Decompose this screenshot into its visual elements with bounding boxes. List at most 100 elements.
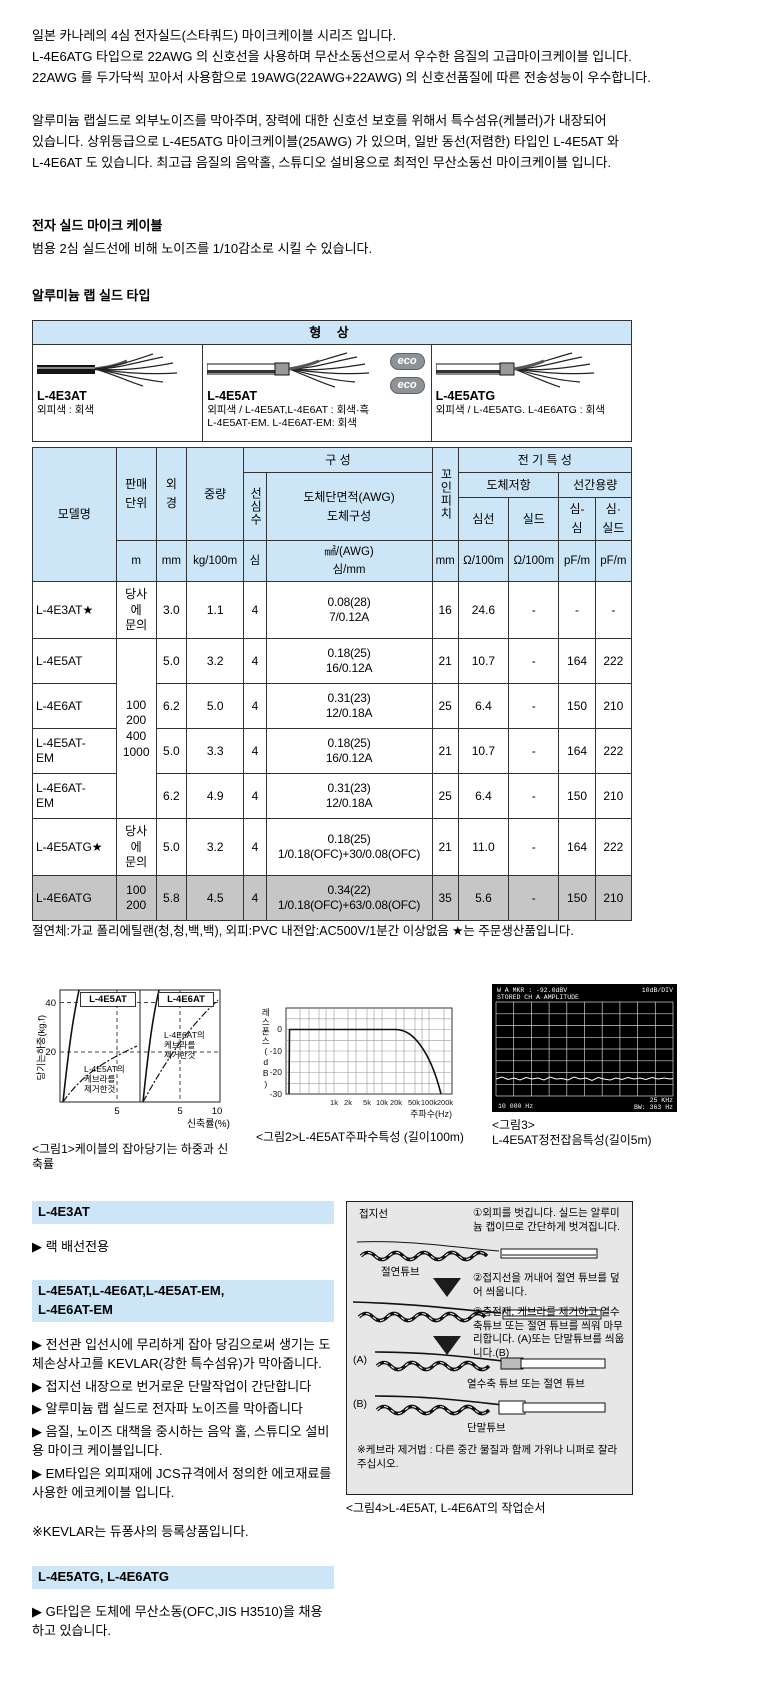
col-header-cap-core-core: 심- 심 xyxy=(558,497,596,542)
spec-row: L-4E5AT 100 200 400 1000 5.0 3.2 4 0.18(25) 1… xyxy=(32,638,633,820)
cell-cores: 4 xyxy=(243,683,267,730)
unit-od: mm xyxy=(155,540,187,583)
cell-cores: 4 xyxy=(243,581,267,640)
figure-1-ytick-20: 20 xyxy=(45,1046,56,1058)
figure-2-chart: 0 -10 -20 -30 1k 2k 5k 10k 20k 50k 100k … xyxy=(270,1007,454,1119)
down-arrow-icon xyxy=(433,1277,461,1297)
figure-2-xtick-200k: 200k xyxy=(437,1098,454,1107)
variant-a-desc-label: 열수축 튜브 또는 절연 튜브 xyxy=(467,1377,585,1390)
cell-cap-core-core: 164 xyxy=(558,728,596,775)
cell-resistance-shield: - xyxy=(508,581,560,640)
heading-electronic-shield: 전자 실드 마이크 케이블 xyxy=(32,218,163,234)
cell-conductor: 0.31(23) 12/0.18A xyxy=(265,773,433,820)
cable-variant-b-illustration xyxy=(374,1395,606,1416)
scope-span-readout: 25 KHz xyxy=(650,1097,674,1104)
scope-frequency-readout: 10 000 Hz xyxy=(498,1103,533,1110)
cell-resistance-core: 10.7 xyxy=(457,638,510,685)
product-section: L-4E5ATG, L-4E6ATG ▶ G타입은 도체에 무산소동(OFC,JI… xyxy=(32,1565,334,1641)
figure-2-xtick-50k: 50k xyxy=(408,1098,420,1107)
figure-1-plot: 당기는하중(kg.f) 40 20 L-4E5AT L-4E6AT L-4E5A… xyxy=(32,984,232,1136)
group-header-composition: 구 성 xyxy=(243,447,433,474)
product-sections-column: L-4E3AT ▶ 랙 배선전용 L-4E5AT,L-4E6AT,L-4E5AT-E… xyxy=(32,1200,334,1665)
figure-1-caption: <그림1>케이블의 잡아당기는 하중과 신축률 xyxy=(32,1141,229,1172)
feature-bullet: ▶ G타입은 도체에 무산소동(OFC,JIS H3510)을 채용하고 있습니… xyxy=(32,1603,323,1639)
cable-color-caption: 외피색 : 회색 xyxy=(37,403,95,416)
cable-illustration-l4e5at xyxy=(207,352,370,389)
col-header-resistance-core: 심선 xyxy=(457,497,510,542)
feature-bullet: ▶ 랙 배선전용 xyxy=(32,1238,110,1254)
cell-sales-unit: 당사 에 문의 xyxy=(115,581,157,640)
cell-resistance-shield: - xyxy=(508,875,560,922)
group-header-capacitance: 선간용량 xyxy=(558,472,632,499)
cable-illustration-l4e3at xyxy=(37,353,178,388)
figure-3-static-noise: W A MKR : -92.0dBV 10dB/DIV STORED CH A … xyxy=(492,983,687,1149)
spec-table-footnote: 절연체:가교 폴리에틸랜(청,청,백,백), 외피:PVC 내전압:AC500V… xyxy=(32,924,574,939)
cell-resistance-core: 6.4 xyxy=(457,683,510,730)
col-header-sales-unit: 판매 단위 xyxy=(115,447,157,542)
cell-resistance-core: 11.0 xyxy=(457,818,510,877)
figure-3-scope-screen: W A MKR : -92.0dBV 10dB/DIV STORED CH A … xyxy=(492,983,677,1112)
figure-2-frequency-response: 0 -10 -20 -30 1k 2k 5k 10k 20k 50k 100k … xyxy=(256,994,468,1146)
cable-variant-a-illustration xyxy=(374,1351,606,1372)
spec-row: L-4E6ATG 100 200 5.8 4.5 4 0.34(22) 1/0.18(OF… xyxy=(32,875,633,922)
cell-od: 5.0 xyxy=(155,728,187,775)
figures-row: 당기는하중(kg.f) 40 20 L-4E5AT L-4E6AT L-4E5A… xyxy=(32,983,757,1173)
cell-cap-core-shield: 222 xyxy=(594,728,633,775)
cell-pitch: 25 xyxy=(431,773,459,820)
cell-weight: 5.0 xyxy=(185,683,245,730)
cell-weight: 4.5 xyxy=(185,875,245,922)
figure-1-load-elongation: 당기는하중(kg.f) 40 20 L-4E5AT L-4E6AT L-4E5A… xyxy=(32,984,232,1173)
cell-cores: 4 xyxy=(243,818,267,877)
cell-model: L-4E5AT xyxy=(32,638,117,685)
cell-cap-core-shield: 210 xyxy=(594,683,633,730)
figure-2-ylabel: 레스폰스(dB) xyxy=(260,1007,271,1090)
cell-cap-core-core: 164 xyxy=(558,638,596,685)
cell-od: 6.2 xyxy=(155,773,187,820)
cell-model: L-4E6AT xyxy=(32,683,117,730)
figure-2-plot: 0 -10 -20 -30 1k 2k 5k 10k 20k 50k 100k … xyxy=(256,994,468,1124)
figure-2-xlabel: 주파수(Hz) xyxy=(410,1109,452,1119)
cell-resistance-shield: - xyxy=(508,773,560,820)
trademark-note: ※KEVLAR는 듀퐁사의 등록상품입니다. xyxy=(32,1523,249,1539)
figure-1-xtick-5a: 5 xyxy=(114,1105,120,1117)
cell-conductor: 0.18(25) 16/0.12A xyxy=(265,638,433,685)
cable-color-caption: 외피색 / L-4E5AT,L-4E6AT : 회색·흑 L-4E5AT-EM.… xyxy=(207,403,370,430)
cell-weight: 4.9 xyxy=(185,773,245,820)
group-header-resistance: 도체저항 xyxy=(457,472,560,499)
unit-pitch: mm xyxy=(431,540,459,583)
cell-cores: 4 xyxy=(243,728,267,775)
col-header-cores: 선심수 xyxy=(243,472,267,542)
figure-2-xtick-1k: 1k xyxy=(330,1098,338,1107)
spec-table: 모델명 판매 단위 외 경 중량 구 성 꼬인피치 전 기 특 성 선심수 도체… xyxy=(32,447,633,922)
cell-cores: 4 xyxy=(243,875,267,922)
unit-sales: m xyxy=(115,540,157,583)
spec-row: L-4E6AT- EM 6.2 4.9 4 0.31(23) 12/0.18A 25 6.4… xyxy=(32,773,633,820)
spec-row: L-4E5ATG★ 당사 에 문의 5.0 3.2 4 0.18(25) 1/0.18(O… xyxy=(32,818,633,877)
figure-1-panel-label-l4e6at: L-4E6AT xyxy=(158,991,214,1007)
cell-pitch: 21 xyxy=(431,818,459,877)
cell-model: L-4E6AT- EM xyxy=(32,773,117,820)
eco-badge: eco xyxy=(389,377,425,395)
procedure-step-2: ②접지선을 꺼내어 절연 튜브를 덮어 씌웁니다. xyxy=(473,1271,620,1298)
cell-cap-core-core: 164 xyxy=(558,818,596,877)
ground-wire-label: 접지선 xyxy=(359,1207,388,1220)
cell-pitch: 21 xyxy=(431,638,459,685)
cell-conductor: 0.18(25) 16/0.12A xyxy=(265,728,433,775)
intro-paragraph-1: 일본 카나레의 4심 전자실드(스타쿼드) 마이크케이블 시리즈 입니다. L-… xyxy=(32,28,651,86)
figure-1-xlabel: 신축률(%) xyxy=(186,1118,230,1130)
cell-cap-core-core: 150 xyxy=(558,875,596,922)
cell-resistance-core: 24.6 xyxy=(457,581,510,640)
cell-od: 5.8 xyxy=(155,875,187,922)
feature-bullet: ▶ 음질, 노이즈 대책을 중시하는 음악 홀, 스튜디오 설비용 마이크 케이… xyxy=(32,1423,330,1459)
feature-bullet: ▶ 접지선 내장으로 번거로운 단말작업이 간단합니다 xyxy=(32,1378,312,1394)
product-section: L-4E3AT ▶ 랙 배선전용 xyxy=(32,1200,334,1256)
figure-2-ytick-0: 0 xyxy=(277,1024,282,1034)
cell-od: 6.2 xyxy=(155,683,187,730)
shape-cell-l4e5at: eco eco L-4E5AT xyxy=(202,344,432,443)
cell-pitch: 21 xyxy=(431,728,459,775)
cell-resistance-core: 10.7 xyxy=(457,728,510,775)
scope-scale-readout: 10dB/DIV xyxy=(642,987,673,994)
procedure-diagram-box: 접지선 ①외피를 벗깁니다. 실드는 알루미늄 캡이므로 간단하게 벗겨집니다.… xyxy=(346,1200,633,1495)
cell-sales-unit: 당사 에 문의 xyxy=(115,818,157,877)
cell-conductor: 0.31(23) 12/0.18A xyxy=(265,683,433,730)
